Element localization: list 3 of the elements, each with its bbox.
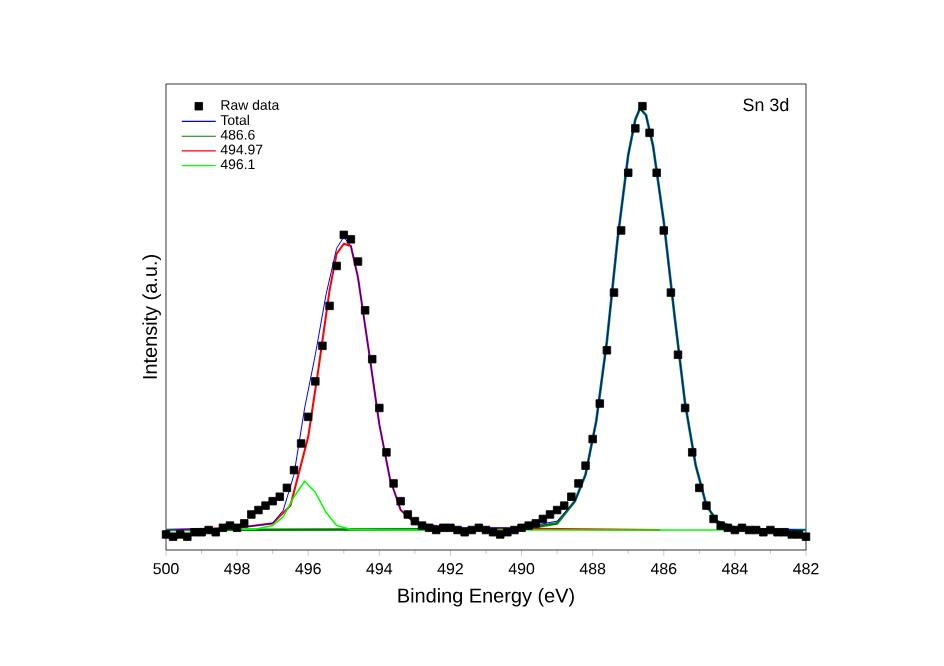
y-axis-title: Intensity (a.u.) xyxy=(142,255,161,379)
x-axis-title: Binding Energy (eV) xyxy=(398,587,574,607)
annotation: Sn 3d xyxy=(743,98,789,112)
